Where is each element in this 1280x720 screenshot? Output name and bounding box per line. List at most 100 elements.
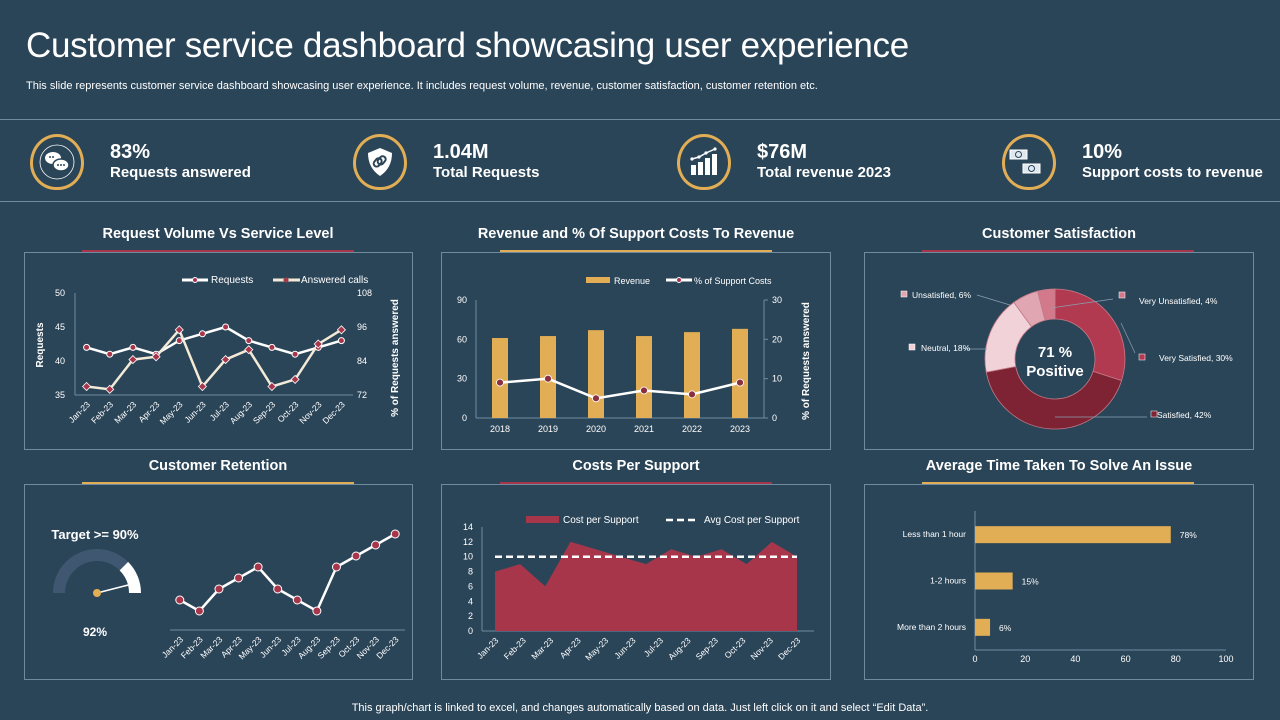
retention-point <box>331 562 341 572</box>
y-axis-label: Requests <box>35 322 46 367</box>
retention-panel: Target >= 90% 92% Jan-23 Feb-23 Mar-23 Apr-… <box>24 484 413 680</box>
support-cost-point <box>640 386 648 395</box>
retention-target-label: Target >= 90% <box>51 527 139 542</box>
x-tick-label: Aug-23 <box>296 634 323 661</box>
legend-swatch <box>1118 291 1126 299</box>
legend-support-label: % of Support Costs <box>694 276 772 286</box>
answered-calls-point <box>82 381 92 392</box>
support-cost-point <box>688 390 696 399</box>
x-tick-label: Feb-23 <box>179 634 205 660</box>
donut-slice-very-unsatisfied <box>1037 288 1056 321</box>
retention-point <box>273 584 283 594</box>
time-bar <box>975 572 1013 590</box>
chat-bubbles-icon <box>30 134 84 190</box>
x-tick-label: Oct-23 <box>275 399 300 424</box>
legend-cost-swatch <box>526 516 559 523</box>
page-title: Customer service dashboard showcasing us… <box>26 26 909 65</box>
x-tick-label: 2023 <box>730 424 750 434</box>
bar-value-label: 6% <box>999 623 1012 633</box>
x-tick-label: Feb-23 <box>89 399 115 425</box>
y2-tick-label: 72 <box>357 390 367 400</box>
section-underline <box>500 250 772 253</box>
kpi-value: 83% <box>110 141 151 163</box>
x-tick-label: Mar-23 <box>198 634 224 660</box>
x-tick-label: Jun-23 <box>612 635 638 661</box>
category-label: 1-2 hours <box>930 576 966 586</box>
x-tick-label: 60 <box>1121 654 1131 664</box>
revenue-bar <box>684 332 700 418</box>
legend-answered-label: Answered calls <box>301 275 368 286</box>
x-tick-label: Apr-23 <box>558 635 583 660</box>
legend-revenue-label: Revenue <box>614 276 650 286</box>
time-bar <box>975 618 991 636</box>
retention-gauge-value: 92% <box>82 625 108 639</box>
legend-revenue-swatch <box>586 277 610 283</box>
y-tick-label: 10 <box>463 552 473 562</box>
revenue-panel: 0 30 60 90 0 10 20 30 2018 2019 2020 2021 2022 2023 % … <box>441 252 831 450</box>
revenue-chart[interactable]: 0 30 60 90 0 10 20 30 2018 2019 2020 2021 2022 2023 % … <box>442 253 832 451</box>
answered-calls-point <box>151 352 161 362</box>
kpi-total-requests: 1.04M Total Requests <box>353 134 539 190</box>
y-tick-label: 4 <box>468 596 473 606</box>
leader-line <box>1050 298 1114 309</box>
x-tick-label: Dec-23 <box>374 634 401 661</box>
bar-value-label: 78% <box>1180 530 1197 540</box>
retention-point <box>253 562 263 572</box>
y-tick-label: 90 <box>457 295 467 305</box>
section-underline <box>922 482 1194 485</box>
retention-point <box>351 551 361 561</box>
positive-percent: 71 % <box>1037 344 1073 361</box>
y2-tick-label: 20 <box>772 334 782 344</box>
answered-calls-point <box>105 384 115 394</box>
avg-time-panel: 0 20 40 60 80 100 Less than 1 hour 78% 1-2 hours… <box>864 484 1254 680</box>
gauge-pivot <box>93 589 101 597</box>
requests-point <box>198 330 206 338</box>
x-tick-label: Jan-23 <box>160 634 186 660</box>
retention-gauge <box>53 549 141 597</box>
y-tick-label: 6 <box>468 581 473 591</box>
satisfaction-chart[interactable]: Very Satisfied, 30% Satisfied, 42% Neutral… <box>865 253 1255 451</box>
retention-point <box>214 584 224 594</box>
slice-label: Unsatisfied, 6% <box>912 290 971 300</box>
slice-label: Very Satisfied, 30% <box>1159 353 1233 363</box>
x-tick-label: 40 <box>1070 654 1080 664</box>
section-underline <box>922 250 1194 253</box>
bar-value-label: 15% <box>1022 577 1039 587</box>
requests-line <box>86 325 342 356</box>
requests-point <box>268 343 276 351</box>
kpi-value: 10% <box>1082 141 1123 163</box>
request-volume-chart[interactable]: 35404550728496108Jan-23Feb-23Mar-23Apr-2… <box>25 253 414 451</box>
answered-calls-point <box>244 345 254 355</box>
retention-point <box>312 606 322 616</box>
x-tick-label: Jan-23 <box>67 399 93 425</box>
category-label: Less than 1 hour <box>903 529 966 539</box>
growth-chart-icon <box>677 134 731 190</box>
answered-calls-point <box>221 355 231 365</box>
money-bills-icon <box>1002 134 1056 190</box>
retention-point <box>175 595 185 605</box>
revenue-bar <box>732 328 748 418</box>
legend-requests-marker <box>192 277 198 283</box>
costs-chart[interactable]: 0 2 4 6 8 10 12 14 Jan-23 Feb-23 Mar-23 Apr-23 May-2… <box>442 485 832 681</box>
satisfaction-center-label: 71 % Positive <box>1010 343 1100 381</box>
avg-time-chart[interactable]: 0 20 40 60 80 100 Less than 1 hour 78% 1-2 hours… <box>865 485 1255 681</box>
retention-point <box>194 606 204 616</box>
y-tick-label: 40 <box>55 356 65 366</box>
x-tick-label: Nov-23 <box>355 634 382 661</box>
kpi-requests-answered: 83% Requests answered <box>30 134 251 190</box>
slice-label: Neutral, 18% <box>921 343 971 353</box>
answered-calls-point <box>174 325 184 335</box>
section-title-satisfaction: Customer Satisfaction <box>982 226 1136 242</box>
x-tick-label: Jan-23 <box>475 635 501 661</box>
y-tick-label: 60 <box>457 334 467 344</box>
y-tick-label: 35 <box>55 390 65 400</box>
requests-point <box>129 343 137 351</box>
x-tick-label: Mar-23 <box>529 635 555 661</box>
legend-swatch <box>1150 410 1158 418</box>
legend-cost-label: Cost per Support <box>563 515 639 526</box>
x-tick-label: 80 <box>1171 654 1181 664</box>
y2-tick-label: 10 <box>772 374 782 384</box>
y-tick-label: 50 <box>55 288 65 298</box>
x-tick-label: 2019 <box>538 424 558 434</box>
gauge-needle <box>96 583 133 594</box>
